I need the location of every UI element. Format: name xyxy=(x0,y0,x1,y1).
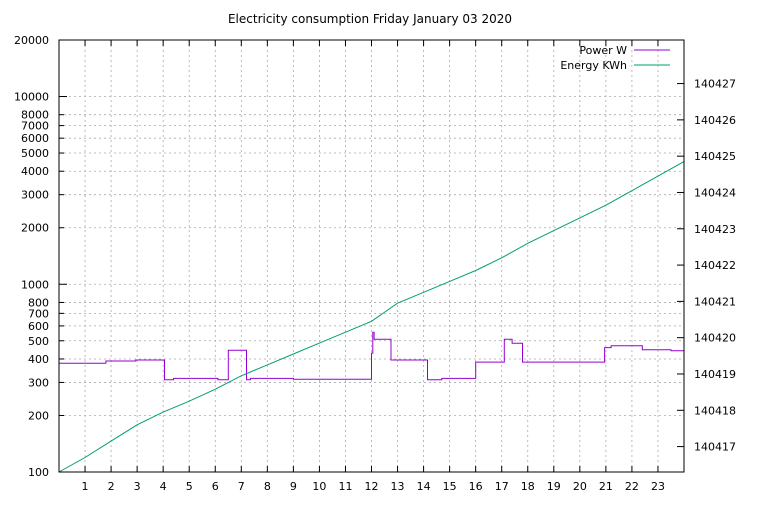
x-tick-label: 16 xyxy=(469,480,483,493)
x-tick-label: 10 xyxy=(312,480,326,493)
x-tick-label: 22 xyxy=(625,480,639,493)
series-line-power-w xyxy=(59,331,684,381)
x-tick-label: 21 xyxy=(599,480,613,493)
x-tick-label: 18 xyxy=(521,480,535,493)
y-tick-label: 7000 xyxy=(21,120,49,133)
grid-lines xyxy=(59,40,684,472)
x-tick-label: 14 xyxy=(417,480,431,493)
y-tick-label: 800 xyxy=(28,296,49,309)
x-tick-label: 4 xyxy=(160,480,167,493)
x-tick-label: 19 xyxy=(547,480,561,493)
y-tick-label: 300 xyxy=(28,376,49,389)
series-line-energy-kwh xyxy=(58,161,685,473)
y-tick-label: 600 xyxy=(28,320,49,333)
y2-tick-label: 140417 xyxy=(694,441,736,454)
legend-label: Energy KWh xyxy=(560,59,627,72)
legend: Power W Energy KWh xyxy=(560,44,670,72)
x-tick-label: 3 xyxy=(134,480,141,493)
x-tick-label: 15 xyxy=(443,480,457,493)
y2-tick-label: 140420 xyxy=(694,332,736,345)
x-tick-label: 6 xyxy=(212,480,219,493)
y2-tick-label: 140424 xyxy=(694,186,736,199)
x-tick-label: 8 xyxy=(264,480,271,493)
y-tick-label: 100 xyxy=(28,466,49,479)
y-tick-label: 200 xyxy=(28,409,49,422)
x-tick-label: 9 xyxy=(290,480,297,493)
y-tick-label: 2000 xyxy=(21,222,49,235)
x-tick-label: 17 xyxy=(495,480,509,493)
axis-ticks: 1 2 3 4 5 6 7 8 9 10 11 12 13 14 15 16 17 18 19 20 21 22 23100… xyxy=(14,34,736,493)
x-tick-label: 20 xyxy=(573,480,587,493)
x-tick-label: 5 xyxy=(186,480,193,493)
y-tick-label: 8000 xyxy=(21,109,49,122)
x-tick-label: 1 xyxy=(82,480,89,493)
y2-tick-label: 140422 xyxy=(694,259,736,272)
y-tick-label: 5000 xyxy=(21,147,49,160)
x-tick-label: 12 xyxy=(365,480,379,493)
y2-tick-label: 140419 xyxy=(694,368,736,381)
y2-tick-label: 140418 xyxy=(694,404,736,417)
y-tick-label: 4000 xyxy=(21,165,49,178)
x-tick-label: 11 xyxy=(338,480,352,493)
y2-tick-label: 140421 xyxy=(694,295,736,308)
y-tick-label: 1000 xyxy=(21,278,49,291)
plot-area xyxy=(58,161,685,473)
x-tick-label: 23 xyxy=(651,480,665,493)
chart-title: Electricity consumption Friday January 0… xyxy=(228,12,512,26)
y-tick-label: 400 xyxy=(28,353,49,366)
x-tick-label: 2 xyxy=(108,480,115,493)
x-tick-label: 7 xyxy=(238,480,245,493)
legend-label: Power W xyxy=(579,44,627,57)
y-tick-label: 6000 xyxy=(21,132,49,145)
y2-tick-label: 140425 xyxy=(694,150,736,163)
y2-tick-label: 140427 xyxy=(694,78,736,91)
y-tick-label: 3000 xyxy=(21,189,49,202)
y2-tick-label: 140426 xyxy=(694,114,736,127)
y2-tick-label: 140423 xyxy=(694,223,736,236)
y-tick-label: 20000 xyxy=(14,34,49,47)
y-tick-label: 10000 xyxy=(14,91,49,104)
y-tick-label: 500 xyxy=(28,335,49,348)
x-tick-label: 13 xyxy=(391,480,405,493)
y-tick-label: 700 xyxy=(28,307,49,320)
